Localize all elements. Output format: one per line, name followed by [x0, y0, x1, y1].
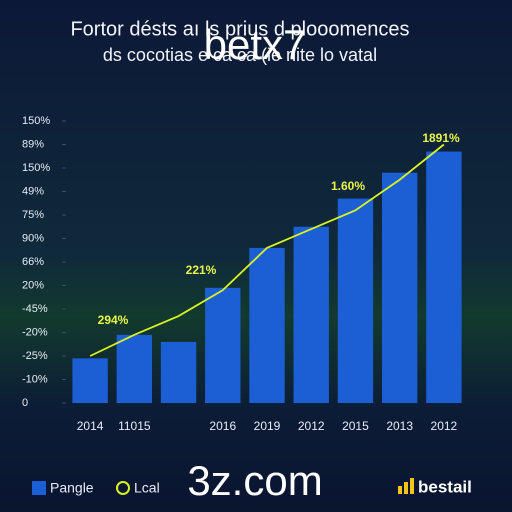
watermark: 3z.com: [187, 457, 322, 504]
bar: [293, 226, 329, 403]
y-tick-label: 49%: [22, 185, 44, 197]
x-tick-label: 2013: [386, 419, 413, 433]
legend-swatch: [116, 481, 130, 495]
x-tick-label: 2016: [209, 419, 236, 433]
legend-label: Lcal: [134, 480, 160, 496]
watermark: betx7: [204, 21, 307, 68]
bar: [381, 172, 418, 403]
y-tick-label: 75%: [22, 209, 44, 221]
x-tick-label: 2015: [342, 419, 369, 433]
annotation: 1.60%: [331, 179, 365, 193]
y-tick-label: 90%: [22, 232, 44, 244]
x-tick-label: 2014: [77, 419, 104, 433]
bar: [426, 151, 462, 403]
bar: [116, 334, 153, 403]
y-tick-label: 150%: [22, 162, 50, 174]
legend-swatch: [32, 481, 46, 495]
y-tick-label: 89%: [22, 138, 44, 150]
y-tick-label: -10%: [22, 373, 48, 385]
x-tick-label: 2019: [254, 419, 281, 433]
annotation: 221%: [186, 263, 217, 277]
y-tick-label: -45%: [22, 303, 48, 315]
x-tick-label: 2012: [431, 419, 458, 433]
x-tick-label: 2012: [298, 419, 325, 433]
y-tick-label: 0: [22, 397, 28, 409]
title-line: Fortor désts aı ls prius d plooomences: [70, 18, 409, 40]
legend-label: Pangle: [50, 480, 94, 496]
line: [89, 143, 445, 357]
bar: [249, 247, 285, 403]
x-tick-label: 11015: [118, 419, 151, 433]
y-tick-label: 20%: [22, 279, 44, 291]
brand-logo: [398, 478, 414, 494]
bar: [160, 341, 197, 403]
y-tick-label: -25%: [22, 350, 48, 362]
y-tick-label: 150%: [22, 115, 50, 127]
y-tick-label: -20%: [22, 326, 48, 338]
brand: bestail: [418, 477, 472, 496]
bar: [205, 287, 241, 403]
bar: [337, 198, 374, 403]
title-line: ds cocotias e ca ca (ie nite lo vatal: [103, 45, 377, 65]
annotation: 1891%: [422, 131, 460, 145]
y-tick-label: 66%: [22, 256, 44, 268]
bar: [72, 358, 108, 403]
annotation: 294%: [98, 313, 129, 327]
